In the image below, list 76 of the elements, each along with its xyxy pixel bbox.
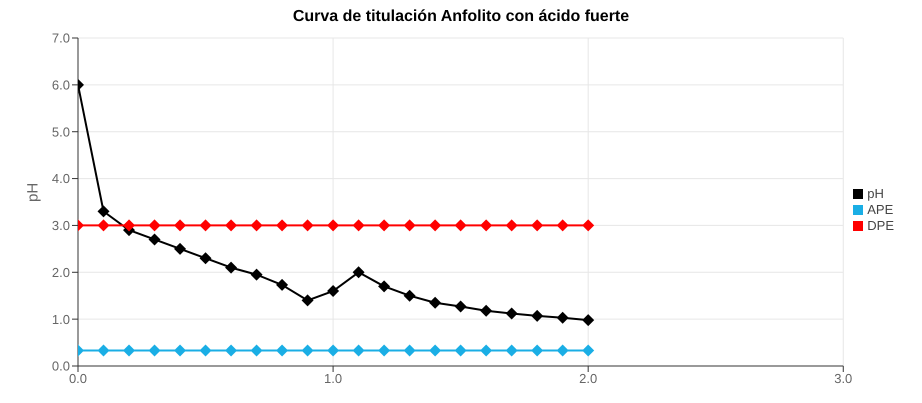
x-tick-label: 2.0 [579,371,598,386]
point [148,344,161,357]
point [352,266,365,278]
point [327,219,340,232]
point [352,344,365,357]
y-axis-title: pH [24,182,42,202]
point [582,314,594,326]
point [174,242,186,255]
point [302,294,314,306]
y-tick-label: 7.0 [52,30,70,46]
point [378,219,390,232]
point [200,252,212,264]
point [276,344,288,357]
x-tick-label: 3.0 [834,371,852,386]
y-tick-label: 0.0 [52,358,70,374]
point [582,219,594,232]
y-tick-label: 5.0 [52,124,70,140]
point [506,344,518,357]
point [404,344,416,357]
point [98,205,110,218]
point [225,219,238,232]
point [429,296,442,309]
y-tick-label: 4.0 [52,171,70,186]
legend-label: APE [866,202,894,218]
point [378,344,390,357]
chart-title: Curva de titulación Anfolito con ácido fuerte [292,8,630,27]
legend-label: pH [866,186,885,202]
point [506,308,518,320]
point [174,219,186,232]
point [250,219,263,232]
point [302,344,314,357]
point [327,285,340,298]
point [276,278,288,291]
point [98,219,110,232]
y-tick-label: 3.0 [52,218,70,234]
point [327,344,340,357]
point [480,344,492,357]
legend-label: DPE [866,218,894,234]
x-tick-label: 1.0 [324,371,342,386]
point [378,280,390,292]
point [352,219,365,232]
point [531,310,544,322]
point [480,219,492,232]
point [454,300,467,312]
point [148,219,161,232]
point [531,344,544,357]
point [302,219,314,232]
point [225,262,238,274]
y-tick-label: 1.0 [52,312,70,327]
x-tick-label: 0.0 [68,371,88,386]
point [480,304,492,317]
point [506,219,518,232]
point [123,344,136,357]
point [404,290,416,302]
point [200,344,212,357]
y-tick-label: 6.0 [52,77,70,92]
point [556,344,569,357]
point [404,219,416,232]
y-tick-label: 2.0 [52,264,70,280]
point [250,268,263,281]
point [276,219,288,232]
point [429,219,442,232]
point [98,344,110,357]
point [123,219,136,232]
point [250,344,263,357]
point [148,233,161,246]
point [582,344,594,357]
point [429,344,442,357]
point [454,219,467,232]
point [225,344,238,357]
point [531,219,544,232]
point [454,344,467,357]
point [174,344,186,357]
point [556,219,569,232]
point [556,312,569,324]
point [200,219,212,232]
